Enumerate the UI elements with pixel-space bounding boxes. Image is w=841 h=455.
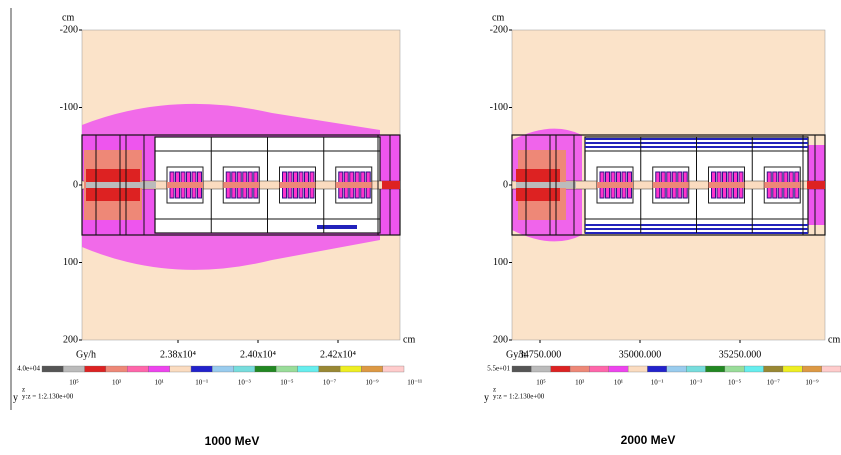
colorbar-label: 10⁻⁵ [728,379,742,387]
x-tick-label: 2.40x10⁴ [240,349,277,360]
colorbar-cell [666,365,687,373]
colorbar-label: 10⁵ [69,379,79,387]
colorbar-label: 10¹ [614,379,623,387]
y-tick-label: 0 [73,179,78,190]
colorbar-cell [569,365,590,373]
colorbar-label: 10¹ [155,379,164,387]
colorbar-label: 10⁻⁷ [323,379,337,387]
y-unit: cm [62,12,74,23]
aspect: y:z = 1:2.130e+00 [22,393,74,401]
y-tick-label: 200 [493,334,508,345]
colorbar-cell [63,365,85,373]
colorbar-cell [233,365,256,373]
colorbar-cell [763,365,784,373]
colorbar-cell [550,365,571,373]
colorbar-label: 10⁻⁷ [767,379,781,387]
y-tick-label: 0 [503,179,508,190]
y-tick-label: -100 [60,102,78,113]
colorbar-label: 10⁻¹ [195,379,208,387]
y-tick-label: 100 [63,257,78,268]
colorbar-max: 4.0e+04 [17,365,40,373]
colorbar-label: 10⁻⁹ [805,379,819,387]
colorbar-cell [41,365,64,373]
colorbar-label: 10⁻¹¹ [407,379,422,387]
colorbar-cell [297,365,319,373]
colorbar-label: 10⁻⁵ [280,379,294,387]
cavity-bore [335,182,372,188]
cavity-bore [279,182,316,188]
cavity-bore [223,182,260,188]
blue-patch [317,225,357,229]
colorbar-cell [821,365,841,373]
colorbar-cell [589,365,609,373]
cavity-bore [652,182,689,188]
colorbar-cell [169,365,192,373]
y-unit: cm [492,12,504,23]
y-tick-label: 200 [63,334,78,345]
end-core [807,181,825,189]
axis-glyph: y [13,392,18,403]
colorbar-cell [84,365,107,373]
x-unit: cm [403,334,415,345]
colorbar-cell [744,365,764,373]
colorbar-cell [608,365,629,373]
colorbar-cell [531,365,551,373]
colorbar-cell [382,365,405,373]
colorbar-cell [705,365,726,373]
cavity-bore [167,182,203,188]
core-pipe [516,182,576,188]
colorbar-cell [276,365,298,373]
colorbar-cell [627,365,648,373]
colorbar-cell [127,365,149,373]
y-tick-label: 100 [493,257,508,268]
colorbar-cell [647,365,667,373]
cavity-bore [708,182,745,188]
colorbar-label: 10³ [575,379,584,387]
colorbar-title: Gy/h [506,349,526,360]
colorbar-label: 10³ [112,379,121,387]
colorbar-cell [511,365,532,373]
axis-glyph: z [493,386,496,394]
colorbar-cell [254,365,277,373]
colorbar-label: 10⁵ [536,379,546,387]
colorbar-cell [686,365,706,373]
colorbar-label: 10⁻⁹ [365,379,379,387]
colorbar-cell [361,365,383,373]
x-tick-label: 35250.000 [719,349,762,360]
colorbar-title: Gy/h [76,349,96,360]
cavity-bore [764,182,801,188]
aspect: y:z = 1:2.130e+00 [493,393,545,401]
colorbar-cell [339,365,362,373]
caption: 2000 MeV [621,433,676,447]
colorbar-cell [190,365,213,373]
end-core [382,181,400,189]
x-unit: cm [828,334,840,345]
colorbar-cell [148,365,170,373]
cavity-bore [597,182,633,188]
colorbar-cell [318,365,341,373]
colorbar-cell [802,365,822,373]
y-tick-label: -100 [490,102,508,113]
colorbar-cell [782,365,803,373]
caption: 1000 MeV [205,434,260,448]
axis-glyph: z [22,386,25,394]
colorbar-label: 10⁻¹ [651,379,664,387]
x-tick-label: 34750.000 [519,349,562,360]
axis-glyph: y [484,392,489,403]
x-tick-label: 35000.000 [619,349,662,360]
colorbar-cell [212,365,234,373]
x-tick-label: 2.38x10⁴ [160,349,197,360]
x-tick-label: 2.42x10⁴ [320,349,357,360]
colorbar-label: 10⁻³ [238,379,251,387]
colorbar-cell [105,365,128,373]
colorbar-cell [724,365,745,373]
colorbar-max: 5.5e+01 [487,365,510,373]
colorbar-label: 10⁻³ [689,379,702,387]
y-tick-label: -200 [60,24,78,35]
core-pipe [86,182,156,188]
y-tick-label: -200 [490,24,508,35]
